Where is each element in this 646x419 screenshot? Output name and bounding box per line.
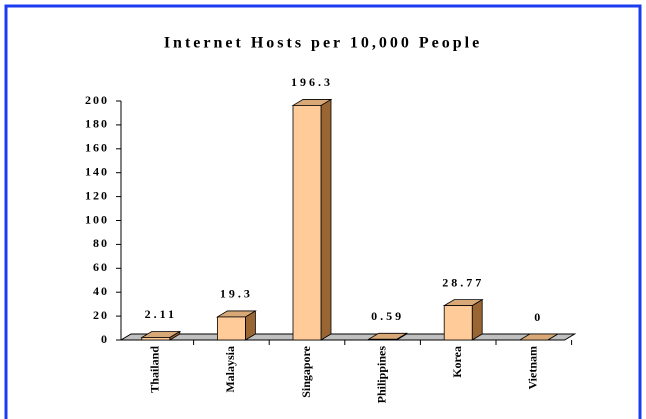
x-tick-label: Vietnam xyxy=(526,346,540,390)
bar-face xyxy=(141,337,171,341)
y-tick-label: 160 xyxy=(85,141,109,155)
y-tick-label: 20 xyxy=(93,308,109,322)
value-label: 0.59 xyxy=(371,309,404,323)
y-tick-label: 200 xyxy=(85,93,109,107)
y-tick-label: 140 xyxy=(85,164,109,178)
chart-title: Internet Hosts per 10,000 People xyxy=(164,35,482,52)
y-tick-label: 180 xyxy=(85,117,109,131)
bar-face xyxy=(471,298,483,341)
bar-face xyxy=(292,105,322,341)
x-tick-label: Philippines xyxy=(374,346,388,404)
y-tick-label: 40 xyxy=(93,284,109,298)
bar-face xyxy=(443,305,473,341)
bar-face xyxy=(320,98,332,341)
bar xyxy=(140,330,182,341)
x-tick-label: Korea xyxy=(450,346,464,378)
value-label: 28.77 xyxy=(442,275,484,289)
bar xyxy=(215,310,257,341)
bar-face xyxy=(216,316,246,341)
bar xyxy=(291,98,333,341)
bar-face xyxy=(368,338,398,341)
value-label: 19.3 xyxy=(220,287,253,301)
value-label: 0 xyxy=(534,310,543,324)
x-tick-label: Malaysia xyxy=(223,346,237,393)
value-label: 2.11 xyxy=(145,307,177,321)
x-tick-label: Thailand xyxy=(148,346,162,393)
floor xyxy=(119,333,577,341)
x-tick-label: Singapore xyxy=(299,345,313,397)
bar-face xyxy=(518,333,560,341)
y-tick-label: 120 xyxy=(85,188,109,202)
y-tick-label: 60 xyxy=(93,260,109,274)
y-tick-label: 0 xyxy=(101,332,109,346)
bar xyxy=(518,333,560,341)
bar xyxy=(442,298,484,341)
y-tick-label: 100 xyxy=(85,212,109,226)
y-tick-label: 80 xyxy=(93,236,109,250)
value-label: 196.3 xyxy=(291,75,333,89)
bar xyxy=(367,332,409,341)
